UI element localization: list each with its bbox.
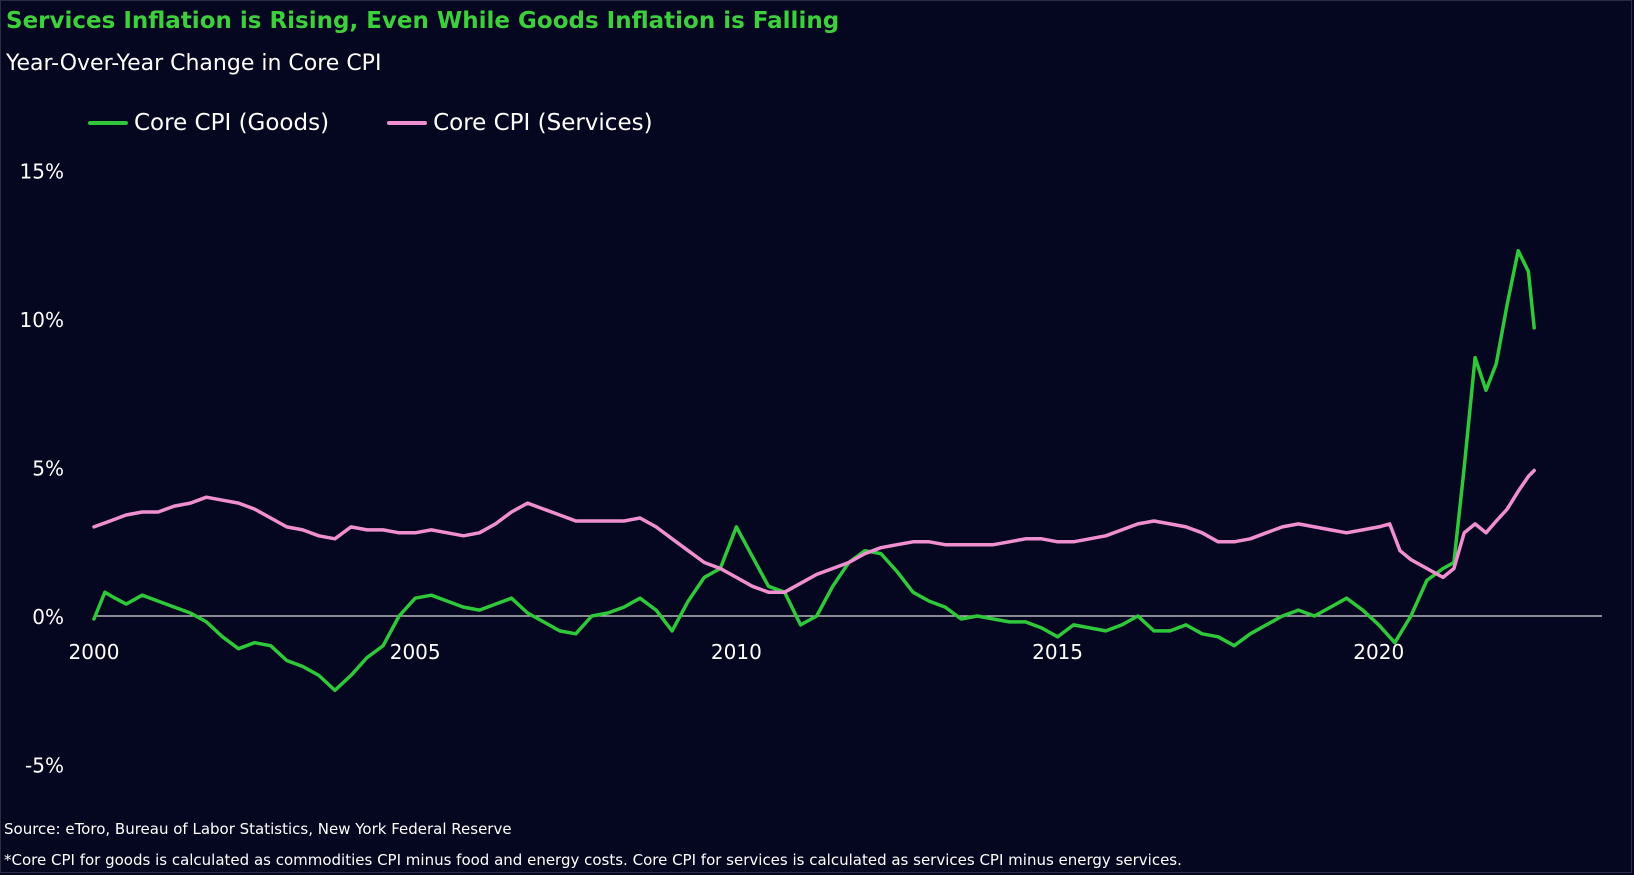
legend-item-services: Core CPI (Services) [387, 110, 653, 136]
y-tick-label: 5% [32, 457, 64, 481]
x-tick-label: 2020 [1353, 640, 1404, 664]
x-tick-label: 2000 [69, 640, 120, 664]
x-axis-ticks: 2000 2005 2010 2015 2020 [69, 640, 1405, 664]
y-tick-label: -5% [25, 754, 64, 778]
x-tick-label: 2015 [1032, 640, 1083, 664]
legend-item-goods: Core CPI (Goods) [88, 110, 329, 136]
chart-subtitle: Year-Over-Year Change in Core CPI [6, 51, 382, 76]
series-line-services [92, 468, 1536, 594]
legend-label-goods: Core CPI (Goods) [134, 110, 330, 136]
legend-swatch-services [387, 121, 428, 125]
legend-swatch-goods [88, 121, 128, 125]
y-tick-label: 0% [32, 605, 64, 629]
chart-legend: Core CPI (Goods) Core CPI (Services) [88, 108, 711, 138]
series-line-goods [92, 248, 1536, 693]
methodology-note: *Core CPI for goods is calculated as com… [4, 851, 1182, 869]
y-axis-ticks: 15% 10% 5% 0% -5% [20, 160, 64, 778]
y-tick-label: 15% [20, 160, 64, 184]
legend-label-services: Core CPI (Services) [433, 110, 653, 136]
x-tick-label: 2005 [390, 640, 441, 664]
source-note: Source: eToro, Bureau of Labor Statistic… [4, 820, 512, 838]
x-tick-label: 2010 [711, 640, 762, 664]
chart-title: Services Inflation is Rising, Even While… [6, 8, 840, 34]
series-layer [92, 248, 1536, 693]
y-tick-label: 10% [20, 308, 64, 332]
